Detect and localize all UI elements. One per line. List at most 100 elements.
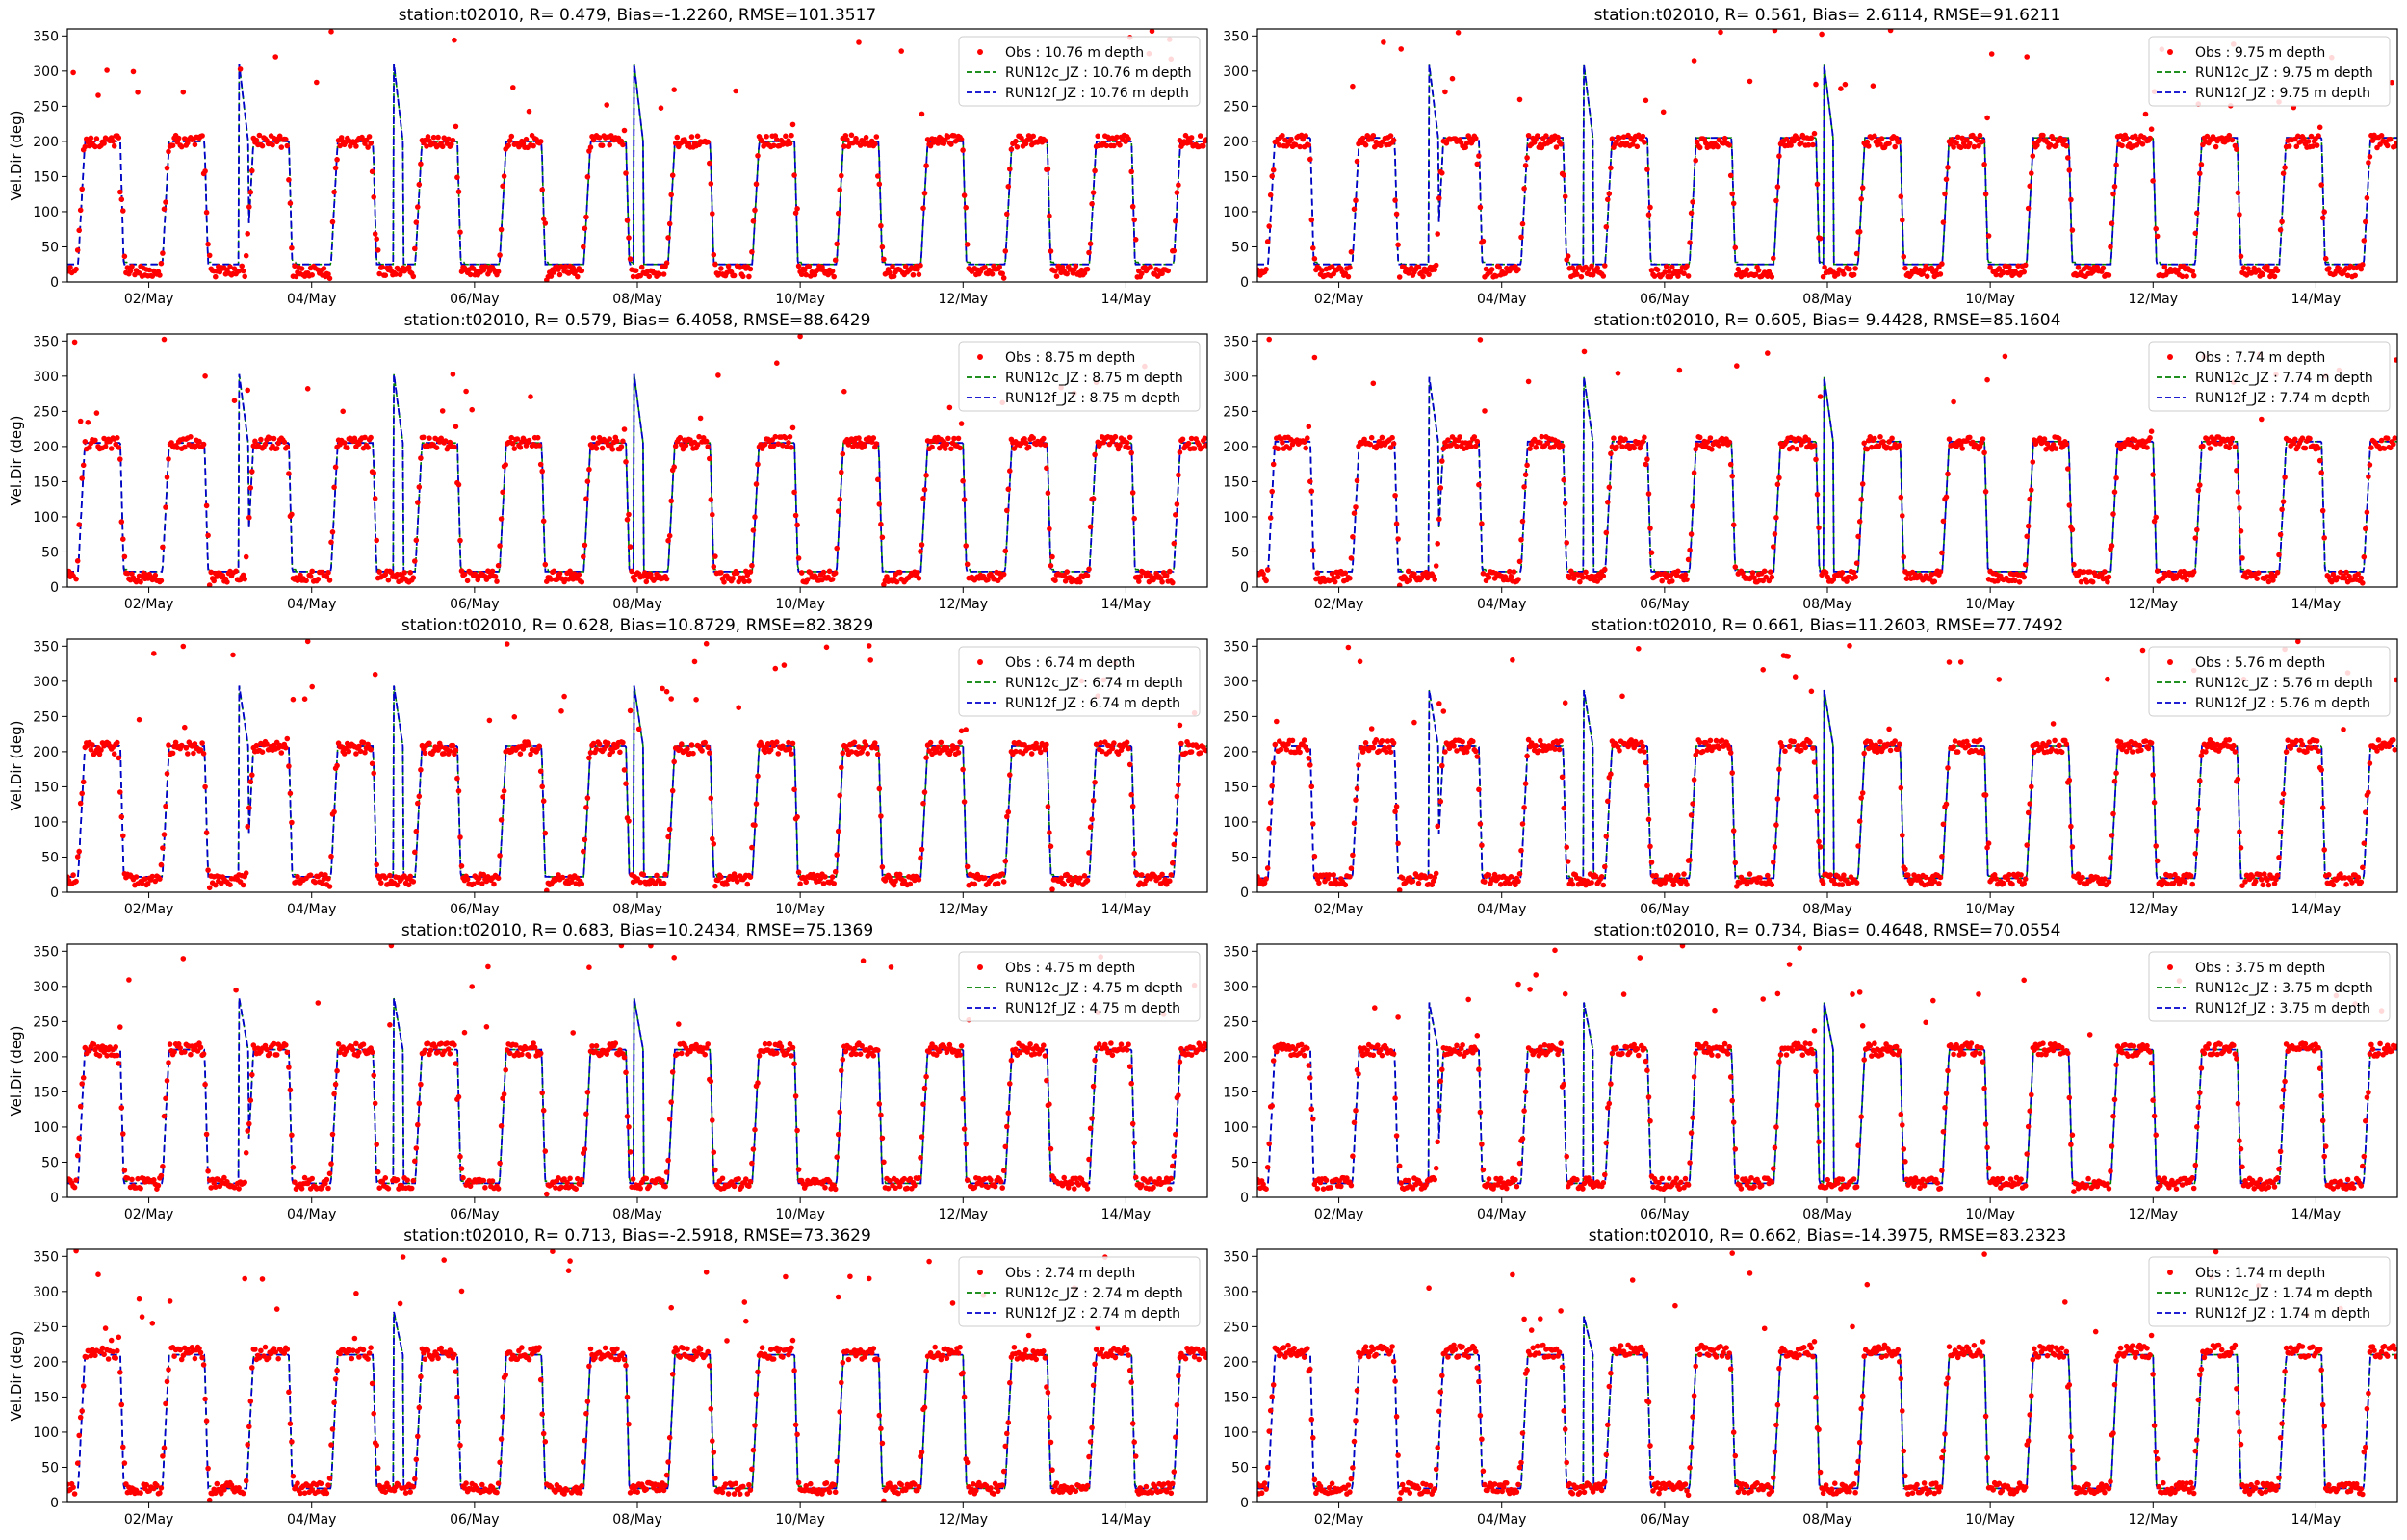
x-tick-label: 12/May (939, 292, 988, 307)
x-tick-label: 10/May (775, 1512, 824, 1527)
y-tick-label: 200 (33, 135, 59, 150)
x-tick-label: 04/May (1477, 1207, 1526, 1222)
y-tick-label: 250 (33, 709, 59, 725)
legend: Obs : 7.74 m depth RUN12c_JZ : 7.74 m dep… (2148, 341, 2391, 412)
y-tick-label: 150 (1223, 1390, 1249, 1405)
x-tick-label: 02/May (124, 1512, 173, 1527)
legend-entry: RUN12f_JZ : 10.76 m depth (1005, 86, 1189, 101)
legend-box (2148, 646, 2391, 717)
subplot-title: station:t02010, R= 0.734, Bias= 0.4648, … (1594, 921, 2061, 940)
x-tick-label: 12/May (2129, 292, 2178, 307)
y-tick-label: 350 (33, 1249, 59, 1265)
y-tick-label: 50 (41, 545, 59, 560)
y-tick-label: 100 (1223, 1425, 1249, 1441)
x-tick-label: 06/May (450, 1512, 499, 1527)
legend-entry: Obs : 5.76 m depth (2195, 655, 2325, 671)
x-tick-label: 06/May (1640, 292, 1689, 307)
x-tick-label: 02/May (1314, 1207, 1363, 1222)
x-tick-label: 06/May (1640, 1512, 1689, 1527)
x-tick-label: 14/May (1101, 597, 1151, 612)
y-tick-label: 250 (1223, 99, 1249, 115)
legend-entry: Obs : 4.75 m depth (1005, 961, 1135, 976)
legend-entry: RUN12f_JZ : 6.74 m depth (1005, 696, 1180, 711)
y-tick-label: 350 (1223, 1249, 1249, 1265)
plot-frame (66, 333, 1208, 588)
legend-entry: RUN12c_JZ : 10.76 m depth (1005, 65, 1192, 81)
y-tick-label: 100 (33, 205, 59, 220)
y-axis-label: Vel.Dir (deg) (8, 1026, 25, 1116)
y-tick-label: 200 (1223, 1050, 1249, 1065)
legend-entry: Obs : 10.76 m depth (1005, 45, 1144, 61)
y-tick-label: 250 (33, 404, 59, 420)
x-tick-label: 04/May (1477, 1512, 1526, 1527)
legend-box (958, 951, 1201, 1022)
x-tick-label: 12/May (939, 902, 988, 917)
x-tick-label: 14/May (2291, 1207, 2341, 1222)
legend-entry: Obs : 6.74 m depth (1005, 655, 1135, 671)
x-tick-label: 08/May (612, 292, 661, 307)
x-tick-label: 14/May (2291, 292, 2341, 307)
legend-entry: RUN12c_JZ : 5.76 m depth (2195, 676, 2373, 691)
y-axis-label: Vel.Dir (deg) (8, 416, 25, 506)
legend-box (958, 646, 1201, 717)
x-tick-label: 06/May (450, 1207, 499, 1222)
legend-entry: Obs : 9.75 m depth (2195, 45, 2325, 61)
legend-box (2148, 36, 2391, 107)
legend: Obs : 5.76 m depth RUN12c_JZ : 5.76 m dep… (2148, 646, 2391, 717)
x-tick-label: 14/May (1101, 1207, 1151, 1222)
x-tick-label: 08/May (612, 902, 661, 917)
legend-obs-marker (977, 964, 983, 970)
x-tick-label: 14/May (2291, 597, 2341, 612)
subplot-6: station:t02010, R= 0.661, Bias=11.2603, … (1223, 616, 2398, 917)
legend-entry: RUN12c_JZ : 9.75 m depth (2195, 65, 2373, 81)
x-tick-label: 10/May (1965, 1512, 2014, 1527)
legend-entry: RUN12c_JZ : 7.74 m depth (2195, 371, 2373, 386)
legend-entry: RUN12c_JZ : 3.75 m depth (2195, 981, 2373, 996)
y-tick-label: 200 (33, 745, 59, 760)
y-tick-label: 300 (1223, 675, 1249, 690)
y-tick-label: 150 (33, 1085, 59, 1100)
x-tick-label: 06/May (450, 597, 499, 612)
y-tick-label: 0 (50, 275, 59, 291)
y-tick-label: 50 (41, 1460, 59, 1476)
y-tick-label: 300 (33, 675, 59, 690)
series-run12f-line (1257, 1002, 2397, 1185)
legend-entry: RUN12f_JZ : 5.76 m depth (2195, 696, 2370, 711)
x-tick-label: 10/May (1965, 1207, 2014, 1222)
y-tick-label: 100 (1223, 205, 1249, 220)
legend-box (958, 1256, 1201, 1327)
x-tick-label: 14/May (1101, 292, 1151, 307)
x-tick-label: 08/May (1802, 1512, 1851, 1527)
legend-entry: Obs : 1.74 m depth (2195, 1266, 2325, 1281)
x-tick-label: 12/May (939, 1512, 988, 1527)
series-run12c-line (1257, 1316, 2397, 1490)
y-tick-label: 200 (1223, 1355, 1249, 1371)
plot-frame (1256, 28, 2398, 283)
y-tick-label: 300 (1223, 64, 1249, 80)
x-tick-label: 04/May (1477, 902, 1526, 917)
y-tick-label: 100 (33, 1425, 59, 1441)
x-tick-label: 04/May (287, 902, 336, 917)
series-run12f-line (1257, 1316, 2397, 1490)
legend-entry: RUN12c_JZ : 1.74 m depth (2195, 1286, 2373, 1301)
y-tick-label: 200 (33, 1050, 59, 1065)
x-tick-label: 04/May (1477, 597, 1526, 612)
x-tick-label: 02/May (1314, 597, 1363, 612)
y-tick-label: 100 (1223, 510, 1249, 526)
x-tick-label: 10/May (775, 1207, 824, 1222)
x-tick-label: 12/May (2129, 902, 2178, 917)
legend-entry: RUN12f_JZ : 3.75 m depth (2195, 1001, 2370, 1016)
y-tick-label: 0 (1240, 1191, 1249, 1206)
y-tick-label: 250 (1223, 709, 1249, 725)
legend-entry: RUN12f_JZ : 8.75 m depth (1005, 391, 1180, 406)
y-tick-label: 350 (1223, 944, 1249, 960)
legend-box (2148, 341, 2391, 412)
x-tick-label: 12/May (939, 1207, 988, 1222)
x-tick-label: 06/May (450, 902, 499, 917)
y-tick-label: 0 (50, 886, 59, 901)
x-tick-label: 08/May (1802, 1207, 1851, 1222)
y-tick-label: 250 (1223, 404, 1249, 420)
legend-obs-marker (977, 354, 983, 360)
x-tick-label: 04/May (287, 1207, 336, 1222)
x-tick-label: 02/May (124, 292, 173, 307)
